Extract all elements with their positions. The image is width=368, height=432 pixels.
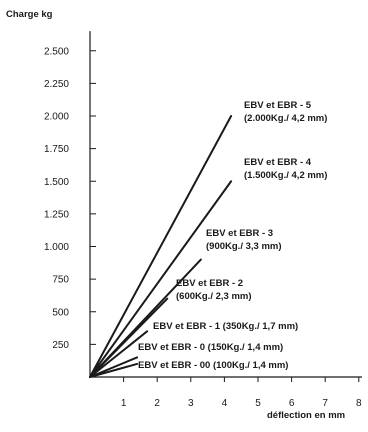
series-line <box>89 180 233 378</box>
y-tick-label: 1.000 <box>44 242 69 253</box>
series-label-detail: (1.500Kg./ 4,2 mm) <box>244 170 327 181</box>
series-label-name: EBV et EBR - 2 <box>176 278 243 289</box>
y-tick-label: 2.000 <box>44 112 69 123</box>
series-line <box>89 356 139 378</box>
series-label-detail: (900Kg./ 3,3 mm) <box>206 241 282 252</box>
x-tick-label: 8 <box>356 398 362 409</box>
y-tick-label: 2.250 <box>44 79 69 90</box>
y-tick-label: 2.500 <box>44 46 69 57</box>
series-line <box>89 297 169 378</box>
series-label: EBV et EBR - 1 (350Kg./ 1,7 mm) <box>153 321 298 332</box>
y-tick-label: 1.500 <box>44 177 69 188</box>
x-tick-label: 3 <box>188 398 194 409</box>
y-tick-label: 1.250 <box>44 209 69 220</box>
x-axis-title: déflection en mm <box>267 410 346 421</box>
x-tick-label: 7 <box>322 398 328 409</box>
series-line <box>89 330 149 378</box>
series-label-name: EBV et EBR - 5 <box>244 100 312 111</box>
x-tick-label: 5 <box>255 398 261 409</box>
series-label: EBV et EBR - 0 (150Kg./ 1,4 mm) <box>138 342 283 353</box>
series-label-name: EBV et EBR - 3 <box>206 228 273 239</box>
series-label-detail: (600Kg./ 2,3 mm) <box>176 291 252 302</box>
series-label-name: EBV et EBR - 4 <box>244 157 312 168</box>
y-tick-label: 250 <box>52 340 69 351</box>
y-tick-label: 500 <box>52 307 69 318</box>
series-line <box>89 362 139 378</box>
x-tick-label: 4 <box>222 398 228 409</box>
x-tick-label: 2 <box>154 398 160 409</box>
series-label: EBV et EBR - 00 (100Kg./ 1,4 mm) <box>138 360 288 371</box>
y-axis-title: Charge kg <box>6 9 53 20</box>
y-tick-label: 1.750 <box>44 144 69 155</box>
series-label-detail: (2.000Kg./ 4,2 mm) <box>244 113 327 124</box>
x-tick-label: 1 <box>121 398 127 409</box>
y-tick-label: 750 <box>52 275 69 286</box>
x-tick-label: 6 <box>289 398 295 409</box>
series-line <box>89 115 233 378</box>
